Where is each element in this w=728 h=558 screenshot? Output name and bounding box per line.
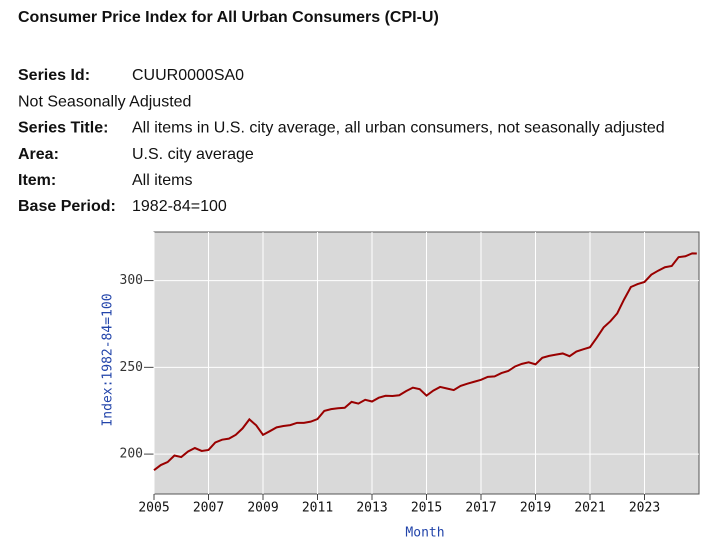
detail-note: Not Seasonally Adjusted: [18, 93, 191, 110]
detail-label: Item:: [18, 172, 56, 189]
x-tick-label: 2007: [193, 501, 224, 516]
x-tick-label: 2011: [302, 501, 333, 516]
x-tick-label: 2013: [356, 501, 387, 516]
y-tick-label: 250: [120, 360, 143, 375]
x-axis-label: Month: [405, 526, 444, 541]
detail-value: 1982-84=100: [132, 198, 227, 215]
detail-label: Area:: [18, 146, 59, 163]
plot: 200 250 300 2005 2007 2009 2011 2013 2015 2017 201…: [120, 232, 699, 516]
series-line: [153, 252, 697, 472]
detail-label: Base Period:: [18, 198, 116, 215]
details: Series Id: CUUR0000SA0 Not Seasonally Adju…: [18, 67, 665, 215]
x-tick-label: 2005: [138, 501, 169, 516]
x-tick-label: 2015: [411, 501, 442, 516]
detail-value: All items: [132, 172, 192, 189]
y-tick-label: 200: [120, 447, 143, 462]
x-tick-label: 2019: [520, 501, 551, 516]
detail-label: Series Id:: [18, 67, 90, 84]
x-tick-label: 2009: [247, 501, 278, 516]
detail-value: U.S. city average: [132, 146, 254, 163]
y-axis-label: Index:1982-84=100: [101, 293, 116, 426]
y-tick-label: 300: [120, 273, 143, 288]
x-tick-label: 2017: [465, 501, 496, 516]
detail-value: CUUR0000SA0: [132, 67, 244, 84]
x-tick-label: 2021: [574, 501, 605, 516]
x-tick-label: 2023: [629, 501, 660, 516]
detail-label: Series Title:: [18, 120, 108, 137]
detail-value: All items in U.S. city average, all urba…: [132, 120, 665, 137]
page-title: Consumer Price Index for All Urban Consu…: [18, 9, 439, 26]
